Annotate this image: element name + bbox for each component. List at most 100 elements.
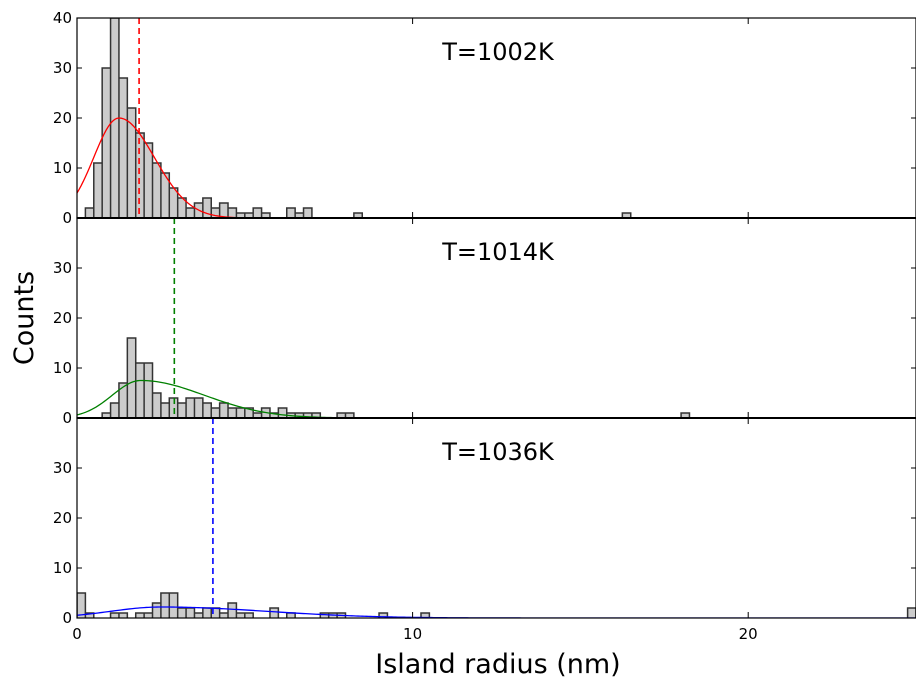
histogram-bar (177, 198, 187, 218)
histogram-bar (144, 613, 153, 618)
y-tick-label: 20 (53, 109, 72, 127)
histogram-bar (420, 613, 430, 618)
histogram-bar (286, 208, 296, 218)
histogram-bar (85, 613, 94, 618)
histogram-bar (244, 213, 254, 218)
histogram-bar (228, 208, 237, 218)
histogram-bar (110, 403, 119, 418)
panel-title: T=1036K (441, 438, 555, 466)
histogram-bar (169, 593, 178, 618)
histogram-bar (135, 133, 145, 218)
histogram-bar (135, 613, 145, 618)
histogram-bar (228, 603, 237, 618)
histogram-bar (228, 408, 237, 418)
histogram-bar (303, 413, 312, 418)
x-tick-label: 0 (72, 625, 82, 643)
y-axis-label: Counts (9, 271, 40, 365)
histogram-bar (152, 393, 161, 418)
histogram-bar (320, 613, 329, 618)
histogram-bar (253, 208, 262, 218)
histogram-bar (681, 413, 690, 418)
histogram-bar (202, 403, 212, 418)
histogram-bar (353, 213, 363, 218)
histogram-bar (236, 408, 245, 418)
histogram-bar (118, 383, 128, 418)
histogram-bar (345, 413, 354, 418)
histogram-bar (295, 413, 304, 418)
histogram-bar (186, 398, 195, 418)
y-tick-label: 30 (53, 259, 72, 277)
histogram-bar (295, 213, 304, 218)
histogram-bar (93, 163, 103, 218)
histogram-bar (244, 408, 254, 418)
histogram-bar (219, 203, 229, 218)
y-tick-label: 30 (53, 459, 72, 477)
histogram-bar (622, 213, 631, 218)
histogram-bar (110, 613, 119, 618)
panel-1: 0 10 20 30 40 T=1002K (53, 9, 916, 227)
histogram-bar (269, 413, 279, 418)
y-tick-label: 0 (62, 209, 72, 227)
histogram-bar (278, 408, 287, 418)
histogram-bar (261, 213, 270, 218)
y-tick-label: 40 (53, 9, 72, 27)
panel-content (77, 218, 916, 418)
histogram-bar (202, 608, 212, 618)
histogram-bar (118, 78, 128, 218)
histogram-bar (77, 593, 86, 618)
histogram-outline (84, 18, 632, 218)
histogram-bar (269, 608, 279, 618)
histogram-bar (177, 403, 187, 418)
histogram-bar (211, 208, 220, 218)
y-tick-label: 10 (53, 159, 72, 177)
histogram-bar (160, 173, 170, 218)
histogram-bar (135, 363, 145, 418)
histogram-bar (127, 338, 136, 418)
histogram-bar (244, 613, 254, 618)
histogram-bar (379, 613, 388, 618)
panel-title: T=1002K (441, 38, 555, 66)
histogram-bar (110, 18, 119, 218)
histogram-bar (236, 213, 245, 218)
histogram-bar (152, 603, 161, 618)
histogram-bar (337, 413, 346, 418)
x-tick-label: 10 (403, 625, 422, 643)
x-axis-label: Island radius (nm) (375, 649, 620, 680)
histogram-bar (169, 188, 178, 218)
histogram-bar (85, 208, 94, 218)
panels-group: 0 10 20 30 40 T=1002K 0 10 20 30 T=1014K 0 10 20 30 T=1… (53, 9, 916, 643)
fit-curve (77, 117, 916, 218)
panel-title: T=1014K (441, 238, 555, 266)
histogram-bar (160, 403, 170, 418)
histogram-bar (211, 408, 220, 418)
histogram-bar (253, 413, 262, 418)
panel-2: 0 10 20 30 T=1014K (53, 217, 916, 427)
y-tick-label: 10 (53, 359, 72, 377)
histogram-bar (219, 613, 229, 618)
histogram-bar (219, 403, 229, 418)
histogram-bar (211, 608, 220, 618)
histogram-bar (144, 143, 153, 218)
histogram-bar (169, 398, 178, 418)
y-tick-label: 30 (53, 59, 72, 77)
histogram-bar (194, 398, 203, 418)
histogram-bar (152, 163, 161, 218)
y-tick-label: 20 (53, 309, 72, 327)
histogram-bar (102, 68, 111, 218)
histogram-bar (177, 608, 187, 618)
histogram-bar (311, 413, 321, 418)
panel-content (77, 18, 916, 218)
y-tick-label: 0 (62, 409, 72, 427)
histogram-bar (202, 198, 212, 218)
histogram-bar (160, 593, 170, 618)
histogram-bar (144, 363, 153, 418)
panel-3: 0 10 20 30 T=1036K (53, 417, 916, 627)
fit-curve (77, 379, 916, 418)
histogram-bar (303, 208, 312, 218)
histogram-bar (907, 608, 916, 618)
histogram-bar (286, 613, 296, 618)
y-tick-label: 0 (62, 609, 72, 627)
x-tick-label: 20 (739, 625, 758, 643)
histogram-bar (118, 613, 128, 618)
